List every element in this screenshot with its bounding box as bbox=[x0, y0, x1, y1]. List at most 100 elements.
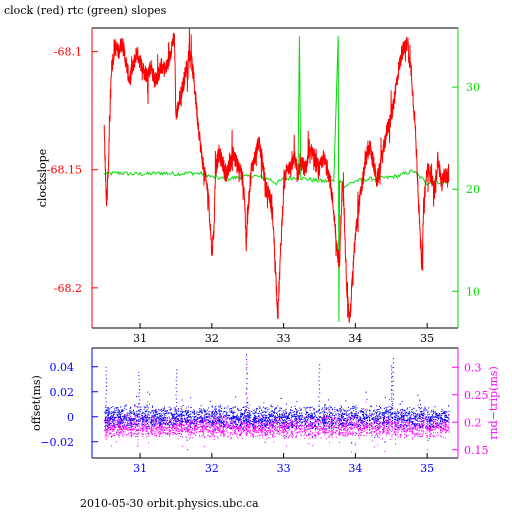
scatter-point bbox=[310, 430, 311, 432]
scatter-point bbox=[283, 431, 285, 433]
scatter-point bbox=[355, 418, 357, 420]
scatter-point bbox=[200, 423, 201, 425]
scatter-point bbox=[284, 426, 285, 428]
scatter-point bbox=[358, 437, 360, 439]
scatter-point bbox=[122, 416, 124, 418]
scatter-point bbox=[265, 430, 267, 432]
scatter-point bbox=[194, 434, 196, 436]
scatter-point bbox=[229, 428, 231, 429]
scatter-point bbox=[432, 411, 434, 413]
scatter-point bbox=[428, 426, 430, 428]
scatter-point bbox=[295, 417, 296, 419]
scatter-point bbox=[128, 426, 130, 428]
scatter-point bbox=[289, 419, 291, 421]
scatter-point bbox=[280, 427, 282, 429]
scatter-point bbox=[351, 424, 353, 426]
scatter-point bbox=[282, 426, 284, 428]
scatter-point bbox=[150, 432, 152, 434]
scatter-point bbox=[300, 421, 302, 423]
scatter-point bbox=[218, 416, 220, 418]
scatter-point bbox=[208, 417, 209, 419]
scatter-point bbox=[169, 426, 171, 428]
scatter-point bbox=[317, 421, 319, 422]
scatter-point bbox=[337, 425, 339, 427]
scatter-point bbox=[329, 442, 331, 444]
scatter-point bbox=[229, 421, 231, 423]
scatter-point bbox=[312, 433, 314, 435]
scatter-point bbox=[182, 429, 183, 431]
scatter-point bbox=[236, 417, 238, 419]
scatter-point bbox=[392, 423, 394, 424]
scatter-point bbox=[444, 427, 446, 429]
scatter-point bbox=[421, 420, 423, 422]
scatter-point bbox=[240, 430, 242, 432]
scatter-point bbox=[107, 416, 109, 418]
scatter-point bbox=[406, 436, 407, 437]
scatter-point bbox=[168, 434, 170, 436]
scatter-point bbox=[345, 435, 346, 437]
scatter-point bbox=[402, 425, 404, 427]
scatter-point bbox=[123, 418, 125, 420]
scatter-point bbox=[446, 419, 447, 421]
scatter-point bbox=[336, 419, 338, 421]
scatter-point bbox=[380, 426, 382, 428]
scatter-point bbox=[115, 433, 117, 435]
scatter-point bbox=[261, 428, 263, 430]
scatter-point bbox=[318, 425, 320, 427]
scatter-point bbox=[385, 419, 387, 421]
scatter-point bbox=[439, 432, 441, 434]
scatter-point bbox=[212, 428, 214, 430]
top-x-tick-label: 31 bbox=[133, 332, 147, 345]
scatter-point bbox=[200, 429, 202, 431]
scatter-point bbox=[261, 429, 262, 431]
scatter-point bbox=[382, 438, 383, 440]
scatter-point bbox=[219, 420, 221, 421]
scatter-point bbox=[253, 429, 255, 430]
scatter-point bbox=[269, 425, 270, 427]
scatter-point bbox=[436, 420, 438, 422]
scatter-point bbox=[137, 416, 138, 418]
scatter-point bbox=[220, 432, 222, 434]
scatter-point bbox=[411, 429, 413, 430]
scatter-point bbox=[286, 422, 288, 424]
scatter-point bbox=[114, 421, 116, 423]
scatter-point bbox=[380, 427, 381, 429]
scatter-point bbox=[135, 416, 137, 418]
top-y-axis-title: clockslope bbox=[36, 149, 49, 207]
scatter-point bbox=[160, 432, 162, 434]
scatter-point bbox=[161, 423, 162, 425]
scatter-point bbox=[218, 428, 220, 429]
scatter-point bbox=[216, 411, 218, 413]
scatter-point bbox=[178, 431, 180, 433]
scatter-point bbox=[236, 414, 238, 416]
scatter-point bbox=[352, 434, 354, 436]
scatter-point bbox=[145, 428, 147, 430]
scatter-point bbox=[151, 431, 153, 433]
scatter-point bbox=[129, 428, 131, 430]
scatter-point bbox=[216, 421, 218, 423]
scatter-point bbox=[316, 426, 317, 428]
scatter-point bbox=[214, 417, 216, 419]
scatter-point bbox=[414, 427, 416, 429]
scatter-point bbox=[148, 424, 150, 426]
scatter-point bbox=[330, 435, 332, 437]
top-y-tick-label: -68.15 bbox=[47, 164, 82, 177]
scatter-point bbox=[233, 422, 235, 423]
scatter-point bbox=[203, 418, 205, 420]
scatter-point bbox=[216, 418, 218, 420]
scatter-point bbox=[386, 433, 388, 434]
scatter-point bbox=[293, 415, 295, 417]
scatter-point bbox=[262, 427, 264, 429]
scatter-point bbox=[160, 410, 162, 412]
scatter-point bbox=[339, 423, 341, 425]
scatter-point bbox=[224, 420, 226, 422]
scatter-point bbox=[181, 409, 183, 411]
scatter-point bbox=[234, 430, 235, 432]
scatter-point bbox=[113, 432, 115, 434]
scatter-point bbox=[145, 416, 147, 418]
scatter-point bbox=[354, 426, 356, 428]
scatter-point bbox=[352, 433, 354, 435]
scatter-point bbox=[346, 425, 348, 426]
scatter-point bbox=[147, 417, 149, 418]
scatter-point bbox=[177, 438, 179, 440]
